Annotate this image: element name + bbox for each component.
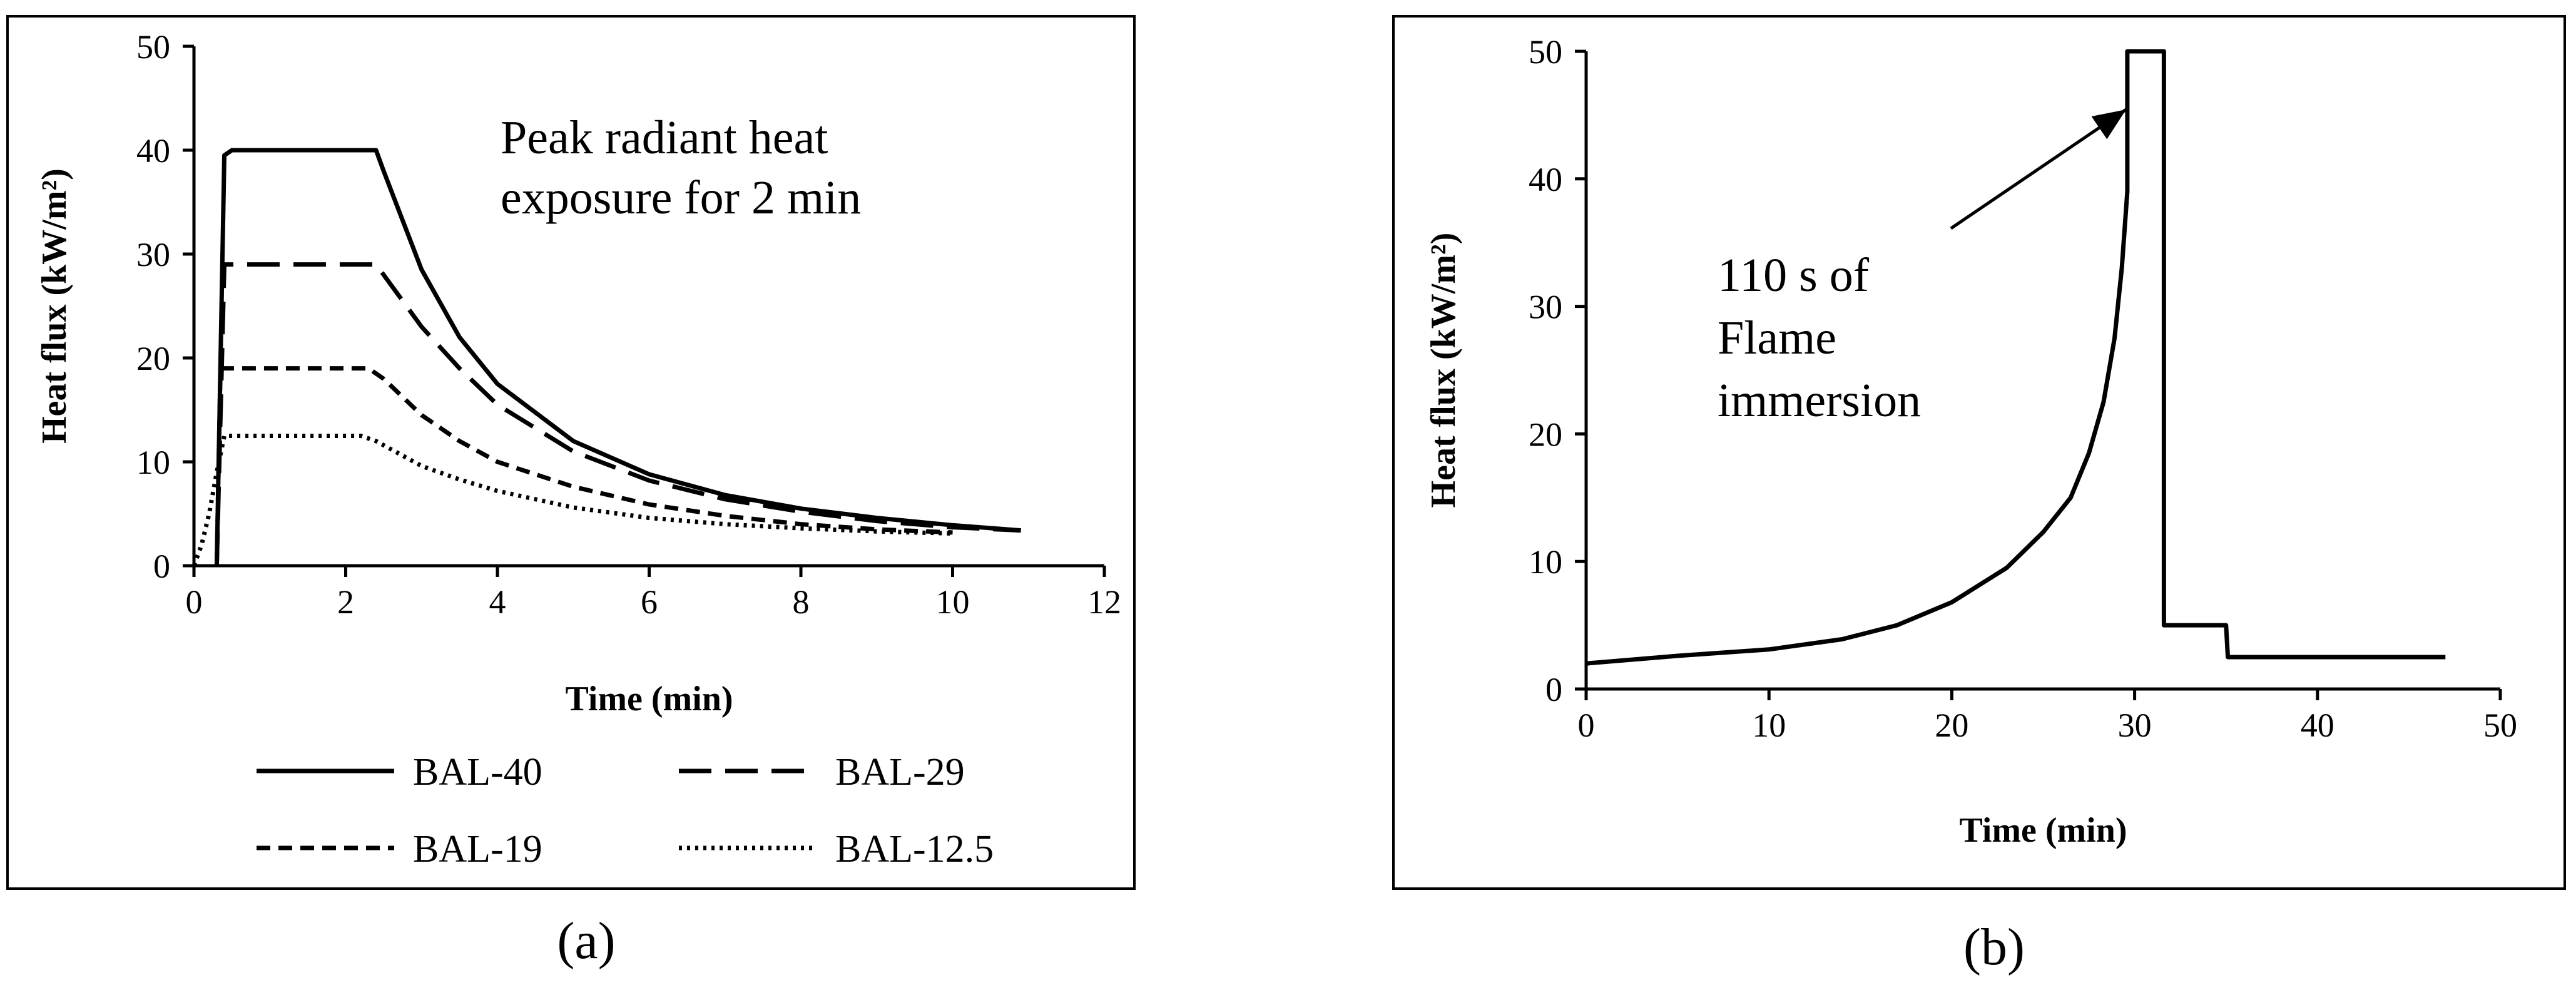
legend-label: BAL-40 bbox=[413, 751, 542, 794]
series-line-bal-12-5 bbox=[191, 434, 953, 567]
y-tick-label: 40 bbox=[136, 132, 170, 170]
y-tick-label: 40 bbox=[1529, 161, 1562, 198]
x-tick-label: 30 bbox=[2118, 707, 2152, 744]
y-tick-label: 0 bbox=[153, 548, 170, 585]
y-tick-label: 30 bbox=[1529, 288, 1562, 326]
x-tick-label: 8 bbox=[793, 583, 810, 621]
x-axis-label: Time (min) bbox=[1959, 811, 2127, 850]
y-tick-label: 10 bbox=[1529, 543, 1562, 581]
x-tick-label: 20 bbox=[1935, 707, 1968, 744]
y-tick-label: 50 bbox=[1529, 33, 1562, 71]
legend-label: BAL-12.5 bbox=[835, 828, 994, 870]
annotation-text: Flame bbox=[1718, 312, 1836, 364]
x-tick-label: 40 bbox=[2301, 707, 2334, 744]
arrowhead bbox=[2091, 110, 2126, 140]
x-tick-label: 4 bbox=[489, 583, 506, 621]
x-tick-label: 10 bbox=[1752, 707, 1786, 744]
x-tick-label: 10 bbox=[936, 583, 970, 621]
x-tick-label: 12 bbox=[1087, 583, 1121, 621]
series-line-bal-40 bbox=[214, 148, 1021, 566]
annotation-text: immersion bbox=[1718, 374, 1921, 427]
y-tick-label: 0 bbox=[1545, 671, 1562, 708]
x-axis-label: Time (min) bbox=[565, 680, 733, 718]
series-line-bal-19 bbox=[214, 366, 953, 566]
legend-label: BAL-29 bbox=[835, 751, 965, 794]
y-tick-label: 10 bbox=[136, 444, 170, 481]
caption-b: (b) bbox=[1963, 918, 2025, 976]
x-tick-label: 50 bbox=[2483, 707, 2517, 744]
series-line-heat-flux bbox=[1586, 49, 2446, 666]
annotation-text: Peak radiant heat bbox=[501, 111, 828, 164]
y-tick-label: 20 bbox=[1529, 416, 1562, 453]
y-tick-label: 20 bbox=[136, 340, 170, 377]
annotation-text: exposure for 2 min bbox=[501, 171, 861, 224]
x-tick-label: 2 bbox=[337, 583, 354, 621]
chart-b: 0 10 20 30 40 50 0 10 20 30 40 50 Time (min) Heat flu… bbox=[1424, 33, 2517, 850]
x-tick-label: 0 bbox=[186, 583, 203, 621]
y-axis-label: Heat flux (kW/m²) bbox=[1424, 233, 1463, 508]
x-tick-label: 0 bbox=[1578, 707, 1595, 744]
x-tick-label: 6 bbox=[641, 583, 658, 621]
caption-a: (a) bbox=[557, 912, 616, 970]
chart-a: 0 2 4 6 8 10 12 0 10 20 30 40 50 Time (min) Heat flux … bbox=[35, 28, 1121, 870]
legend-label: BAL-19 bbox=[413, 828, 542, 870]
y-tick-label: 50 bbox=[136, 28, 170, 66]
y-axis-label: Heat flux (kW/m²) bbox=[35, 168, 74, 444]
annotation-arrow bbox=[1950, 108, 2127, 230]
annotation-text: 110 s of bbox=[1718, 249, 1870, 302]
series-line-bal-29 bbox=[214, 262, 1021, 566]
y-tick-label: 30 bbox=[136, 236, 170, 273]
chart-panel-b bbox=[1392, 15, 2566, 890]
